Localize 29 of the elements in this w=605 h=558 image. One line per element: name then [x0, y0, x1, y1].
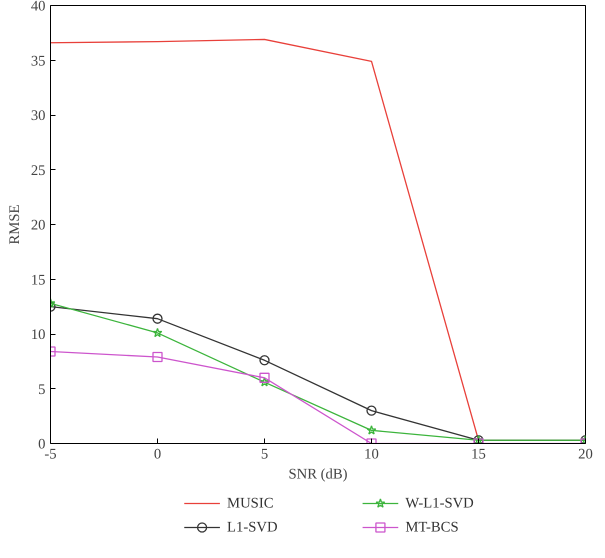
y-axis-title: RMSE	[6, 204, 23, 244]
x-tick-label: 5	[260, 446, 268, 462]
y-tick-label: 10	[30, 327, 46, 343]
y-tick-label: 15	[30, 272, 46, 288]
y-tick-label: 20	[30, 218, 46, 234]
point	[366, 406, 377, 416]
point	[366, 425, 376, 435]
point	[152, 328, 162, 338]
x-tick-label: 10	[364, 446, 379, 462]
x-tick-label: 20	[578, 446, 593, 462]
legend-label: MUSIC	[227, 496, 274, 512]
legend-label: W-L1-SVD	[405, 496, 474, 512]
y-tick-label: 5	[38, 382, 46, 398]
point	[260, 377, 270, 386]
point	[259, 355, 270, 366]
y-tick-label: 25	[30, 162, 46, 179]
y-tick-label: 30	[30, 108, 46, 124]
y-tick-label: 40	[30, 0, 46, 14]
x-tick-label: -5	[44, 446, 57, 462]
point	[259, 372, 270, 383]
point	[152, 352, 163, 362]
y-tick-label: 35	[30, 53, 46, 70]
y-tick-label: 0	[38, 436, 46, 452]
x-tick-label: 15	[471, 446, 486, 462]
legend-label: MT-BCS	[405, 520, 459, 536]
legend-label: L1-SVD	[227, 520, 278, 536]
x-axis-title: SNR (dB)	[288, 466, 348, 482]
x-tick-label: 0	[154, 446, 162, 462]
point	[152, 314, 163, 324]
